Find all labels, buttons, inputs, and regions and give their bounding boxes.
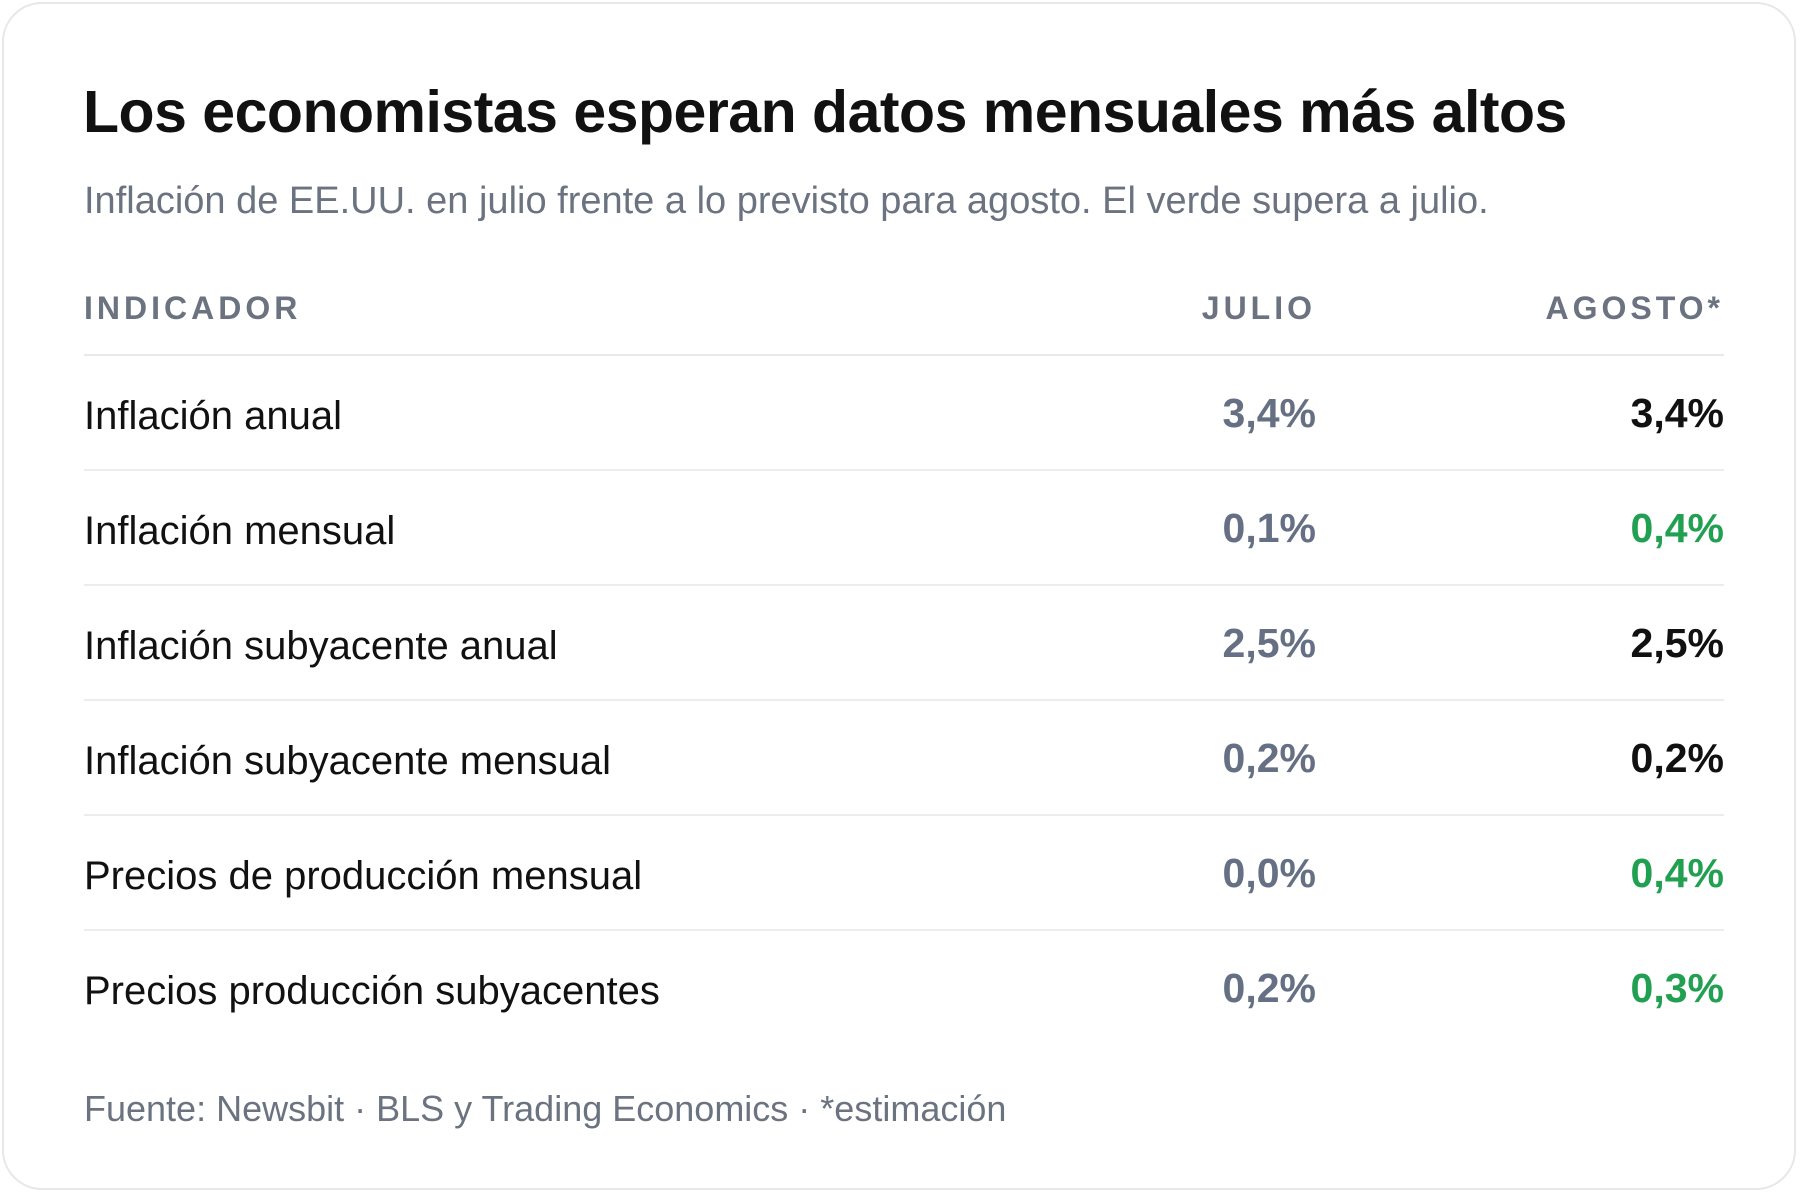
table-row: Precios de producción mensual 0,0% 0,4%	[84, 816, 1724, 931]
table-row: Inflación subyacente mensual 0,2% 0,2%	[84, 701, 1724, 816]
table-row: Precios producción subyacentes 0,2% 0,3%	[84, 931, 1724, 1044]
julio-value: 2,5%	[1222, 620, 1316, 666]
julio-value: 3,4%	[1222, 390, 1316, 436]
column-header-julio: JULIO	[1201, 290, 1316, 326]
agosto-value: 3,4%	[1630, 390, 1724, 436]
source-footer: Fuente: Newsbit · BLS y Trading Economic…	[84, 1088, 1007, 1129]
row-label: Precios de producción mensual	[84, 854, 643, 898]
table-header: INDICADOR JULIO AGOSTO*	[84, 274, 1724, 356]
julio-value: 0,2%	[1222, 965, 1316, 1011]
agosto-value: 0,3%	[1630, 965, 1724, 1011]
agosto-value: 0,4%	[1630, 850, 1724, 896]
column-header-indicador: INDICADOR	[84, 290, 302, 326]
agosto-value: 0,2%	[1630, 735, 1724, 781]
chart-title: Los economistas esperan datos mensuales …	[83, 79, 1567, 145]
table-row: Inflación anual 3,4% 3,4%	[84, 356, 1724, 471]
table-row: Inflación mensual 0,1% 0,4%	[84, 471, 1724, 586]
row-label: Precios producción subyacentes	[84, 969, 660, 1013]
row-label: Inflación anual	[84, 394, 342, 438]
data-table: INDICADOR JULIO AGOSTO* Inflación anual …	[84, 274, 1724, 1044]
row-label: Inflación subyacente mensual	[84, 739, 611, 783]
chart-subtitle: Inflación de EE.UU. en julio frente a lo…	[84, 180, 1489, 222]
agosto-value: 2,5%	[1630, 620, 1724, 666]
table-row: Inflación subyacente anual 2,5% 2,5%	[84, 586, 1724, 701]
column-header-agosto: AGOSTO*	[1545, 290, 1724, 326]
julio-value: 0,1%	[1222, 505, 1316, 551]
julio-value: 0,2%	[1222, 735, 1316, 781]
row-label: Inflación subyacente anual	[84, 624, 558, 668]
julio-value: 0,0%	[1222, 850, 1316, 896]
agosto-value: 0,4%	[1630, 505, 1724, 551]
row-label: Inflación mensual	[84, 509, 396, 553]
